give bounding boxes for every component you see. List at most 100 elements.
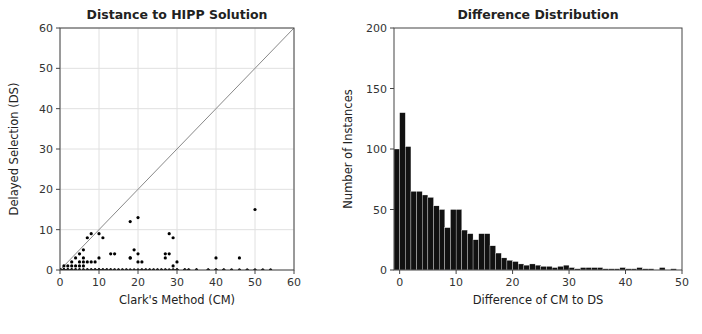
- scatter-point: [97, 256, 100, 259]
- y-tick: [390, 88, 394, 89]
- y-tick: [56, 68, 60, 69]
- histogram-bar: [563, 265, 569, 270]
- scatter-point: [82, 264, 85, 267]
- histogram-bar: [434, 206, 440, 270]
- histogram-bar: [524, 265, 530, 270]
- plot-frame: [394, 28, 682, 270]
- plot-area: [394, 113, 676, 270]
- histogram-bar: [456, 210, 462, 271]
- scatter-point: [90, 260, 93, 263]
- x-tick: [255, 270, 256, 274]
- scatter-point: [129, 220, 132, 223]
- x-tick: [60, 270, 61, 274]
- x-tick-label: 50: [675, 276, 689, 289]
- scatter-point: [78, 260, 81, 263]
- x-tick-label: 10: [449, 276, 463, 289]
- histogram-bar: [530, 264, 536, 270]
- scatter-point: [66, 264, 69, 267]
- histogram-bar: [507, 260, 513, 270]
- histogram-bar: [428, 197, 434, 270]
- y-tick: [56, 270, 60, 271]
- histogram-bar: [439, 210, 445, 271]
- scatter-point: [172, 264, 175, 267]
- y-tick: [56, 28, 60, 29]
- scatter-point: [172, 236, 175, 239]
- y-grid-line: [60, 189, 294, 190]
- x-tick: [399, 270, 400, 274]
- scatter-point: [94, 260, 97, 263]
- histogram-bar: [490, 246, 496, 270]
- scatter-point: [74, 256, 77, 259]
- x-tick-label: 20: [506, 276, 520, 289]
- y-grid-line: [60, 68, 294, 69]
- y-axis-label: Number of Instances: [341, 89, 355, 209]
- scatter-point: [82, 260, 85, 263]
- histogram-bar: [400, 113, 406, 270]
- scatter-point: [70, 264, 73, 267]
- scatter-point: [113, 252, 116, 255]
- y-tick-label: 20: [39, 183, 53, 196]
- scatter-point: [168, 232, 171, 235]
- histogram-bar: [513, 262, 519, 270]
- scatter-point: [90, 232, 93, 235]
- x-tick: [294, 270, 295, 274]
- x-tick: [569, 270, 570, 274]
- y-tick-label: 100: [366, 143, 387, 156]
- scatter-point: [253, 208, 256, 211]
- histogram-bar: [411, 191, 417, 270]
- scatter-point: [214, 256, 217, 259]
- plot-area: [60, 28, 294, 270]
- chart-1: 01020304050050100150200Difference Distri…: [341, 7, 689, 307]
- x-axis-label: Clark's Method (CM): [119, 293, 235, 307]
- chart-title: Difference Distribution: [457, 7, 618, 22]
- histogram-bar: [394, 149, 400, 270]
- x-tick: [177, 270, 178, 274]
- y-tick-label: 10: [39, 224, 53, 237]
- y-tick-label: 0: [380, 264, 387, 277]
- y-tick-label: 50: [39, 62, 53, 75]
- y-tick: [56, 149, 60, 150]
- x-tick: [99, 270, 100, 274]
- chart-0: 01020304050600102030405060Distance to HI…: [7, 7, 301, 307]
- y-tick-label: 200: [366, 22, 387, 35]
- scatter-point: [74, 264, 77, 267]
- histogram-bar: [462, 230, 468, 270]
- histogram-bar: [445, 228, 451, 270]
- scatter-point: [140, 260, 143, 263]
- histogram-bar: [422, 195, 428, 270]
- x-tick-label: 10: [92, 276, 106, 289]
- y-tick-label: 40: [39, 103, 53, 116]
- y-tick-label: 30: [39, 143, 53, 156]
- x-axis-label: Difference of CM to DS: [473, 293, 604, 307]
- y-tick-label: 150: [366, 83, 387, 96]
- histogram-bar: [450, 210, 456, 271]
- scatter-point: [168, 252, 171, 255]
- scatter-point: [78, 264, 81, 267]
- y-tick: [390, 28, 394, 29]
- y-axis-label: Delayed Selection (DS): [7, 83, 21, 216]
- scatter-point: [78, 252, 81, 255]
- x-tick-label: 20: [131, 276, 145, 289]
- histogram-bar: [546, 266, 552, 270]
- scatter-point: [238, 256, 241, 259]
- x-tick: [625, 270, 626, 274]
- scatter-point: [136, 252, 139, 255]
- reference-line: [60, 28, 294, 270]
- scatter-point: [164, 256, 167, 259]
- x-tick-label: 40: [209, 276, 223, 289]
- x-tick: [138, 270, 139, 274]
- y-tick-label: 60: [39, 22, 53, 35]
- y-grid-line: [60, 229, 294, 230]
- y-tick: [390, 209, 394, 210]
- y-tick: [390, 149, 394, 150]
- scatter-point: [86, 236, 89, 239]
- histogram-bar: [473, 240, 479, 270]
- y-tick: [390, 270, 394, 271]
- y-tick: [56, 229, 60, 230]
- histogram-bar: [541, 266, 547, 270]
- histogram-bar: [518, 264, 524, 270]
- histogram-bar: [558, 266, 564, 270]
- x-tick-label: 0: [396, 276, 403, 289]
- histogram-bar: [484, 234, 490, 270]
- scatter-point: [82, 256, 85, 259]
